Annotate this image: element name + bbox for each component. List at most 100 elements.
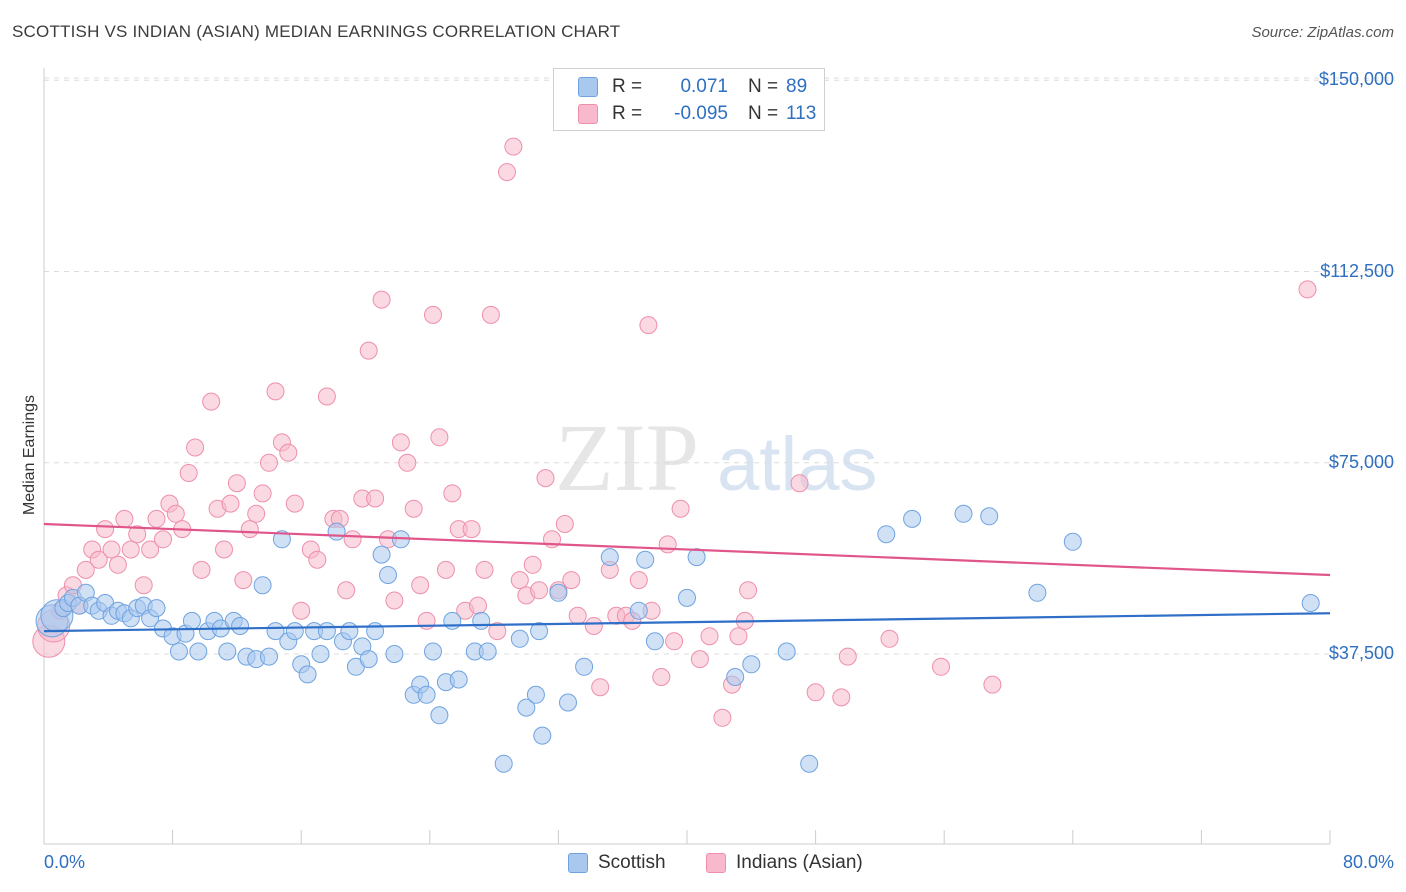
series-scottish-points [35, 504, 1320, 773]
data-point [417, 685, 436, 704]
data-point [478, 642, 497, 661]
data-point [272, 530, 291, 549]
legend-item-scottish[interactable]: Scottish [568, 852, 666, 874]
legend-swatch-scottish [578, 77, 598, 97]
data-point [279, 443, 298, 462]
data-point [510, 571, 529, 590]
data-point [639, 316, 658, 335]
data-point [430, 428, 449, 447]
data-point [202, 392, 221, 411]
data-point [555, 515, 574, 533]
data-point [729, 627, 748, 646]
legend-n-value: 89 [786, 76, 808, 97]
data-point [575, 657, 594, 676]
data-point [877, 525, 896, 544]
data-point [838, 647, 857, 666]
data-point [424, 642, 442, 661]
data-point [690, 650, 709, 669]
data-point [343, 530, 362, 549]
legend-r-label: R = [612, 76, 643, 97]
data-point [385, 645, 404, 663]
data-point [424, 305, 442, 324]
data-point [652, 668, 671, 686]
legend-swatch-indians-asian [706, 853, 726, 873]
data-point [671, 499, 690, 518]
data-point [562, 571, 581, 590]
data-point [182, 611, 201, 630]
data-point [292, 601, 311, 620]
legend-label-indians-asian: Indians (Asian) [736, 852, 863, 873]
data-point [600, 548, 619, 567]
data-point [517, 698, 536, 717]
data-point [903, 509, 922, 528]
data-point [247, 504, 266, 523]
data-point [498, 163, 516, 182]
data-point [102, 540, 121, 559]
series-legend: Scottish Indians (Asian) [0, 852, 1406, 876]
data-point [790, 474, 809, 493]
legend-swatch-indians-asian [578, 104, 598, 124]
data-point [285, 622, 304, 641]
data-point [128, 525, 147, 544]
y-tick-label: $150,000 [1318, 69, 1394, 90]
data-point [166, 504, 185, 523]
legend-n-value: 113 [786, 103, 817, 124]
data-point [645, 632, 664, 651]
data-point [533, 726, 552, 745]
data-point [327, 522, 346, 541]
data-point [443, 484, 462, 503]
data-point [366, 489, 385, 508]
axes [43, 68, 1331, 845]
legend-row-indians-asian: R = -0.095 N = 113 [578, 102, 816, 126]
data-point [806, 683, 825, 702]
data-point [742, 655, 761, 674]
data-point [549, 583, 568, 602]
data-point [530, 622, 549, 641]
data-point [629, 571, 648, 590]
y-tick-label: $112,500 [1320, 260, 1394, 281]
legend-swatch-scottish [568, 853, 588, 873]
data-point [584, 617, 603, 635]
legend-r-value: -0.095 [674, 103, 728, 124]
correlation-legend: R = 0.071 N = 89 R = -0.095 N = 113 [553, 68, 825, 131]
trend-line [43, 612, 1331, 633]
data-point [186, 438, 205, 457]
data-point [221, 494, 240, 513]
data-point [89, 550, 108, 569]
watermark-zip: ZIP [555, 404, 699, 511]
data-point [227, 474, 246, 493]
data-point [372, 545, 391, 564]
data-point [665, 632, 684, 651]
data-point [1063, 532, 1082, 551]
data-point [317, 387, 336, 406]
y-tick-label: $37,500 [1328, 643, 1394, 664]
data-point [568, 606, 587, 625]
data-point [469, 596, 487, 615]
data-point [739, 581, 758, 600]
data-point [234, 571, 253, 590]
data-point [475, 560, 494, 579]
data-point [980, 507, 999, 526]
chart-title: SCOTTISH VS INDIAN (ASIAN) MEDIAN EARNIN… [12, 22, 621, 41]
data-point [121, 540, 140, 559]
data-point [472, 611, 491, 630]
data-point [481, 305, 500, 324]
data-point [726, 668, 745, 686]
data-point [260, 453, 278, 472]
watermark: ZIP atlas [555, 404, 878, 511]
data-point [687, 548, 706, 567]
grid [44, 77, 1395, 655]
data-point [192, 560, 211, 579]
data-point [240, 520, 259, 539]
data-point [523, 555, 542, 574]
data-point [700, 627, 719, 646]
chart-source: Source: ZipAtlas.com [1251, 24, 1394, 41]
data-point [170, 642, 188, 661]
data-point [141, 540, 160, 559]
legend-item-indians-asian[interactable]: Indians (Asian) [706, 852, 863, 874]
data-point [189, 642, 208, 661]
data-point [179, 464, 198, 482]
data-point [96, 520, 115, 539]
data-point [108, 555, 127, 574]
